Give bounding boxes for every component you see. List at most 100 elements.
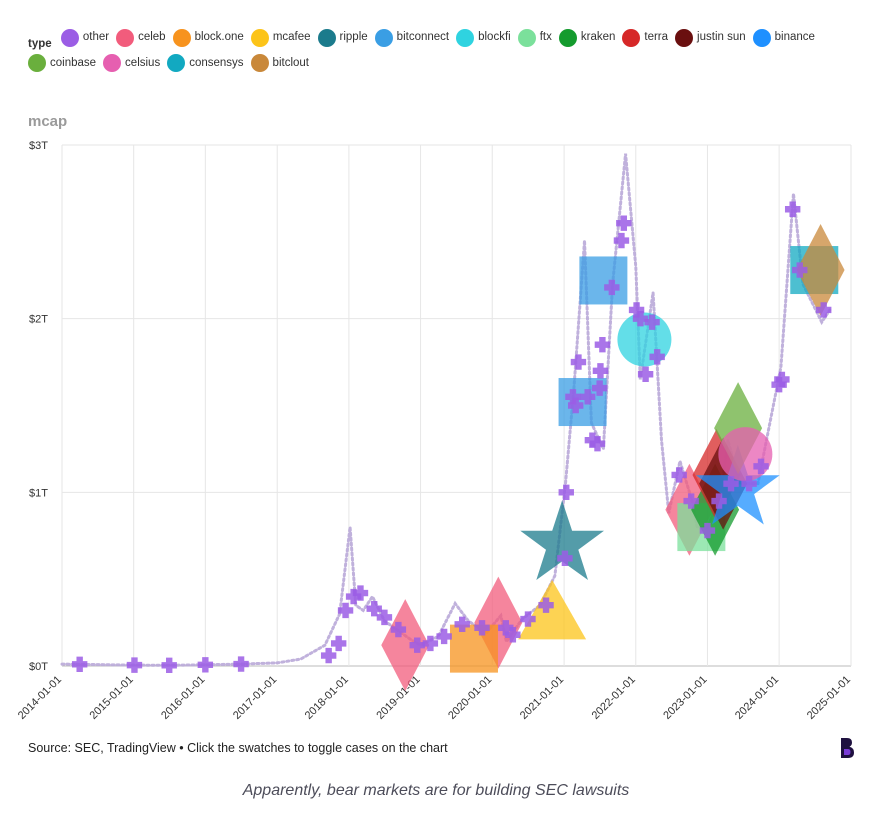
swatch-dot[interactable] [622, 28, 641, 47]
legend-label: celeb [138, 31, 166, 43]
marker-other [565, 389, 581, 405]
market-cap-chart: mcap $0T $1T $2T $3T 2014-01-01 2015-01-01 2016… [16, 113, 853, 722]
legend-swatch-mcafee[interactable]: mcafee [250, 28, 311, 47]
marker-other [723, 475, 739, 492]
swatch-dot[interactable] [317, 28, 336, 47]
legend-label: binance [774, 31, 815, 43]
marker-other [570, 354, 587, 370]
legend-label: ftx [539, 31, 552, 43]
swatch-dot[interactable] [456, 28, 475, 47]
marker-other [591, 380, 608, 396]
marker-other [366, 600, 382, 617]
marker-other [197, 657, 214, 673]
legend-swatch-kraken[interactable]: kraken [558, 28, 616, 47]
x-tick-label: 2019-01-01 [374, 674, 422, 722]
legend-label: bitclout [272, 56, 309, 69]
marker-other [454, 616, 470, 633]
marker-other [352, 585, 369, 601]
x-tick-label: 2023-01-01 [661, 674, 709, 722]
legend-swatch-bitconnect[interactable]: bitconnect [374, 28, 450, 47]
x-tick-label: 2021-01-01 [518, 674, 566, 722]
y-tick-label: $2T [29, 314, 48, 326]
swatch-dot[interactable] [60, 28, 79, 47]
legend-swatch-block-one[interactable]: block.one [172, 28, 244, 47]
swatch-dot[interactable] [675, 28, 694, 47]
legend-label: celsius [125, 56, 161, 69]
marker-other [628, 302, 645, 318]
marker-other [337, 602, 354, 619]
x-tick-label: 2015-01-01 [88, 674, 136, 722]
legend-swatch-other[interactable]: other [60, 28, 110, 47]
source-note: Source: SEC, TradingView • Click the swa… [28, 741, 448, 755]
marker-other [792, 262, 808, 278]
y-tick-label: $1T [29, 487, 48, 499]
swatch-dot[interactable] [28, 54, 46, 72]
marker-other [557, 550, 573, 567]
swatch-dot[interactable] [250, 54, 269, 72]
marker-other [567, 397, 584, 414]
swatch-dot[interactable] [172, 28, 191, 47]
marker-bitclout [796, 224, 845, 317]
market-cap-series [60, 153, 832, 667]
swatch-dot[interactable] [116, 28, 135, 47]
marker-other [422, 635, 439, 652]
marker-other [711, 493, 727, 509]
marker-celeb [381, 599, 430, 692]
marker-other [699, 522, 716, 539]
swatch-dot[interactable] [250, 28, 269, 47]
legend-label: mcafee [272, 31, 311, 43]
marker-other [71, 656, 88, 672]
marker-other [753, 458, 769, 474]
swatch-dot[interactable] [167, 54, 186, 72]
legend-swatch-terra[interactable]: terra [622, 28, 668, 47]
marker-other [538, 597, 554, 613]
marker-other [632, 310, 649, 327]
x-tick-label: 2020-01-01 [446, 674, 494, 722]
marker-other [741, 475, 757, 492]
swatch-dot[interactable] [517, 28, 536, 47]
legend-label: consensys [189, 56, 244, 69]
legend-label: other [82, 31, 110, 43]
marker-other [683, 493, 699, 509]
marker-other [613, 232, 630, 249]
legend-swatch-binance[interactable]: binance [752, 28, 815, 47]
marker-other [126, 657, 143, 673]
marker-other [390, 621, 407, 638]
swatch-dot[interactable] [374, 28, 393, 47]
legend-swatch-ftx[interactable]: ftx [517, 28, 552, 47]
marker-other [816, 302, 832, 318]
legend-swatch-blockfi[interactable]: blockfi [456, 28, 511, 47]
marker-other [505, 627, 521, 643]
legend-swatch-consensys[interactable]: consensys [167, 54, 244, 73]
marker-other [579, 389, 596, 405]
marker-other [520, 611, 536, 627]
marker-other [589, 436, 606, 452]
legend-title: type [28, 37, 52, 50]
marker-other [320, 647, 337, 664]
marker-other [474, 620, 490, 636]
legend-swatch-justin-sun[interactable]: justin sun [675, 28, 746, 47]
legend-swatch-bitclout[interactable]: bitclout [250, 54, 309, 73]
legend-label: kraken [580, 31, 616, 43]
x-tick-label: 2017-01-01 [231, 674, 279, 722]
legend-swatch-ripple[interactable]: ripple [317, 28, 368, 47]
marker-other [594, 337, 611, 353]
legend-label: bitconnect [396, 31, 450, 43]
legend-label: justin sun [697, 31, 746, 43]
marker-other [671, 467, 687, 483]
legend-swatch-celsius[interactable]: celsius [103, 54, 160, 73]
swatch-dot[interactable] [752, 28, 771, 47]
y-tick-label: $3T [29, 140, 48, 152]
legend-label: block.one [194, 31, 244, 43]
marker-other [774, 371, 790, 388]
legend-swatch-coinbase[interactable]: coinbase [28, 54, 96, 73]
legend-label: ripple [339, 31, 368, 43]
swatch-dot[interactable] [103, 54, 122, 72]
x-tick-label: 2014-01-01 [16, 674, 64, 722]
legend-swatch-celeb[interactable]: celeb [116, 28, 166, 47]
marker-ripple [520, 500, 604, 580]
swatch-dot[interactable] [558, 28, 577, 47]
legend-label: blockfi [478, 31, 511, 43]
marker-other [409, 637, 425, 653]
marker-block-one [449, 624, 498, 673]
